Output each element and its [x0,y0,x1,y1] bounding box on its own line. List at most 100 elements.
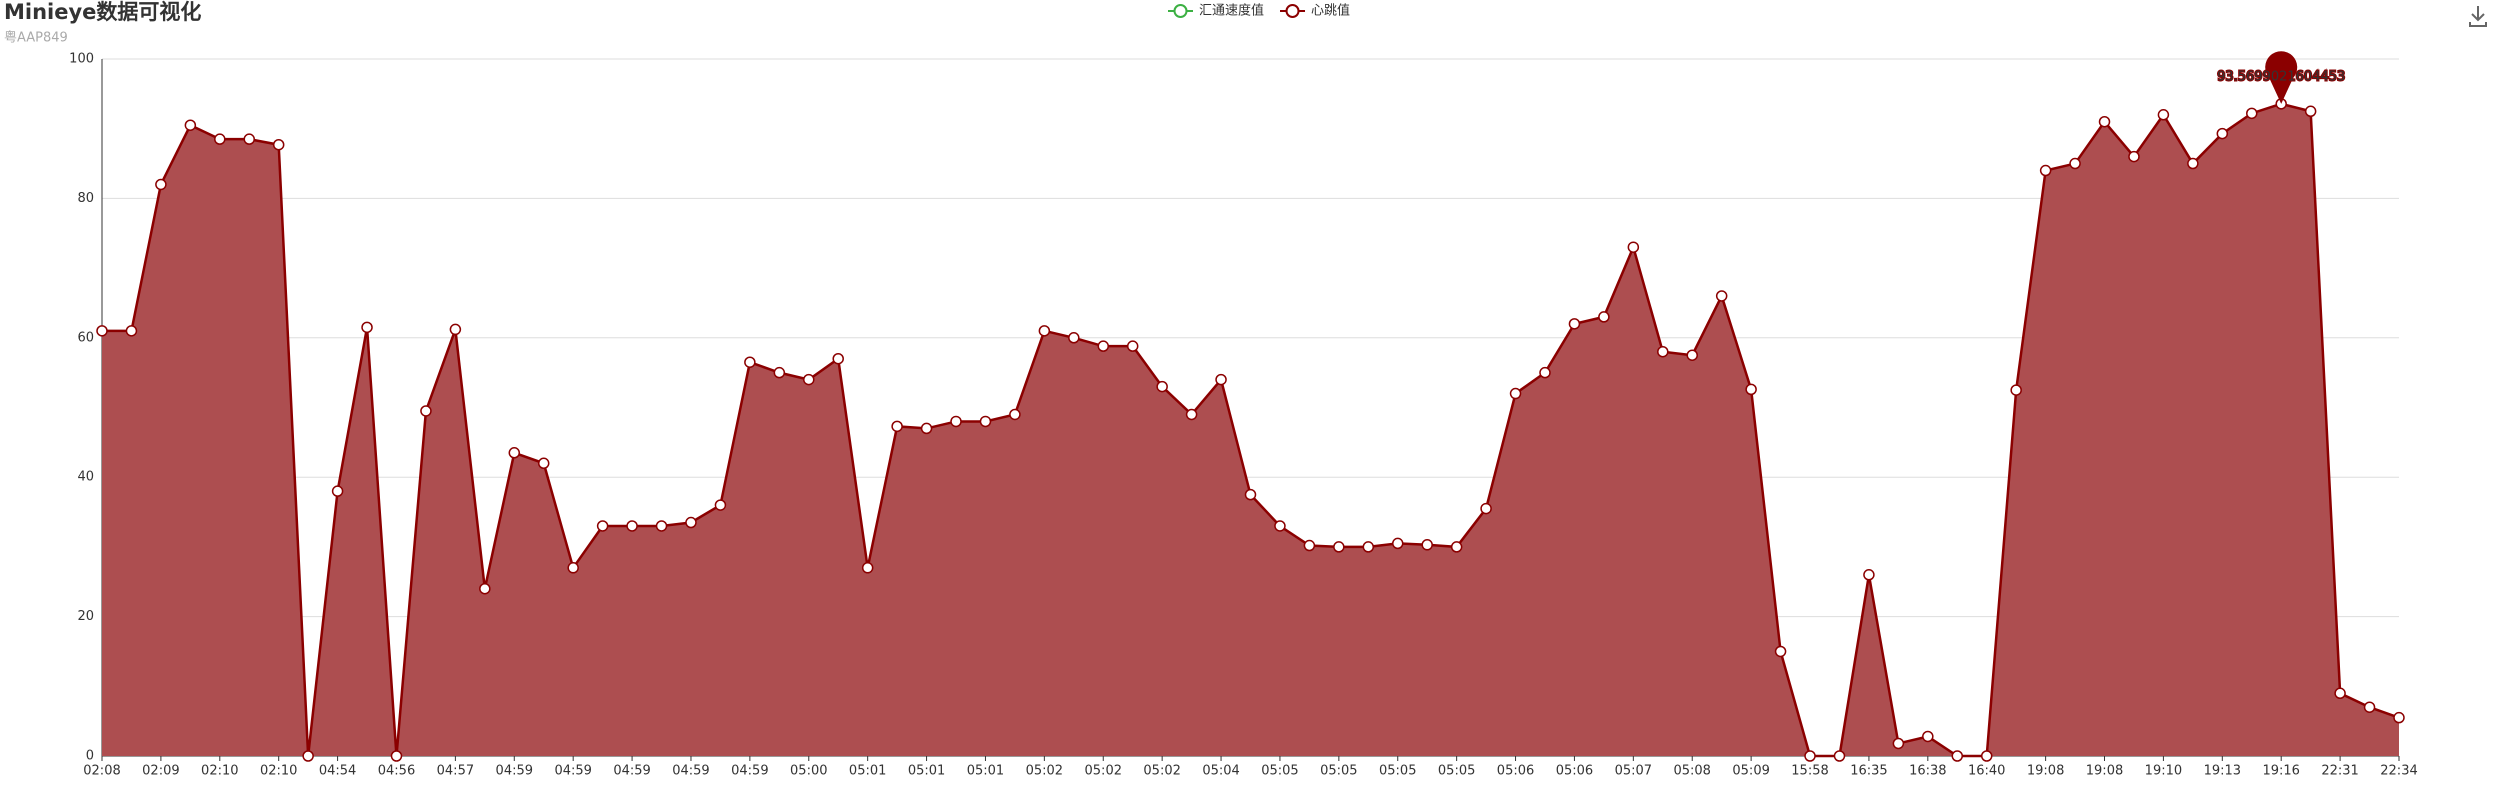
x-tick-label: 05:02 [1026,764,1063,779]
x-tick-label: 04:59 [613,764,650,779]
x-tick-label: 22:34 [2380,764,2417,779]
x-tick-label: 04:59 [554,764,591,779]
point [832,352,844,365]
point [1126,340,1139,352]
point [2334,687,2346,700]
x-tick-label: 05:04 [1202,764,1239,779]
max-pin [2265,51,2298,104]
x-tick-label: 02:09 [142,764,179,779]
point [950,415,962,428]
point [1421,539,1433,551]
point [125,325,138,337]
y-tick-label: 80 [77,191,94,206]
point [1185,408,1198,421]
point [2216,127,2229,140]
point [2069,157,2081,170]
point [1715,290,1728,302]
x-tick-label: 16:40 [1968,764,2005,779]
point [1215,373,1227,386]
y-tick-label: 60 [77,330,94,345]
point [1009,408,1021,421]
point [744,356,756,368]
x-tick-label: 05:01 [908,764,945,779]
point [773,366,786,379]
x-tick-label: 05:09 [1732,764,1769,779]
point [803,373,815,386]
point [626,520,638,532]
point [2157,109,2170,121]
point [2393,711,2405,724]
point [1274,520,1286,532]
x-tick-label: 02:10 [201,764,238,779]
y-tick-label: 40 [77,470,94,485]
point [96,325,108,337]
point [1391,537,1404,550]
point [714,499,727,511]
point [1568,318,1581,330]
x-tick-label: 05:05 [1261,764,1298,779]
x-tick-label: 05:01 [967,764,1004,779]
point [2187,157,2199,170]
y-tick-label: 0 [86,749,94,764]
x-tick-label: 05:05 [1320,764,1357,779]
point [184,119,197,131]
x-tick-label: 04:59 [672,764,709,779]
x-tick-label: 04:56 [378,764,415,779]
point [1774,645,1787,658]
point [420,405,432,417]
y-tick-label: 100 [69,52,94,67]
point [1362,541,1375,553]
point [891,420,903,433]
point [449,323,462,336]
point [685,516,697,529]
point [1097,340,1110,352]
x-tick-label: 05:07 [1615,764,1652,779]
point [155,178,167,191]
point [331,485,344,497]
x-tick-label: 19:13 [2204,764,2241,779]
point [537,457,550,470]
point [1450,541,1463,553]
point [655,520,668,532]
point [1598,311,1610,323]
point [1657,345,1669,358]
x-tick-label: 04:59 [731,764,768,779]
point [272,138,285,151]
point [2010,384,2022,396]
point [508,447,521,459]
legend-marker [1173,4,1188,18]
point [2128,150,2140,163]
point [1863,569,1875,581]
point [1627,241,1640,253]
x-tick-label: 05:06 [1497,764,1534,779]
point [302,750,314,762]
legend-label: 心跳值 [1311,3,1350,19]
x-tick-label: 15:58 [1791,764,1828,779]
y-tick-label: 20 [77,609,94,624]
point [920,422,933,435]
x-tick-label: 05:02 [1143,764,1180,779]
legend-label: 汇通速度值 [1199,3,1264,19]
point [1951,750,1964,762]
x-tick-label: 19:10 [2145,764,2182,779]
x-tick-label: 05:00 [790,764,827,779]
x-tick-label: 05:05 [1438,764,1475,779]
x-tick-label: 05:01 [849,764,886,779]
point [1745,383,1757,396]
point [979,415,992,428]
point [214,133,226,145]
point [243,133,255,145]
chart-subtitle: 粤AAP849 [4,30,68,46]
download-icon[interactable] [2469,6,2487,27]
x-tick-label: 19:08 [2086,764,2123,779]
point [1539,366,1551,379]
x-tick-label: 19:08 [2027,764,2064,779]
area [102,103,2399,757]
point [1686,349,1698,361]
point [861,562,874,574]
point [479,582,491,595]
x-tick-label: 05:06 [1556,764,1593,779]
point [361,321,373,334]
legend-marker [1285,4,1300,18]
